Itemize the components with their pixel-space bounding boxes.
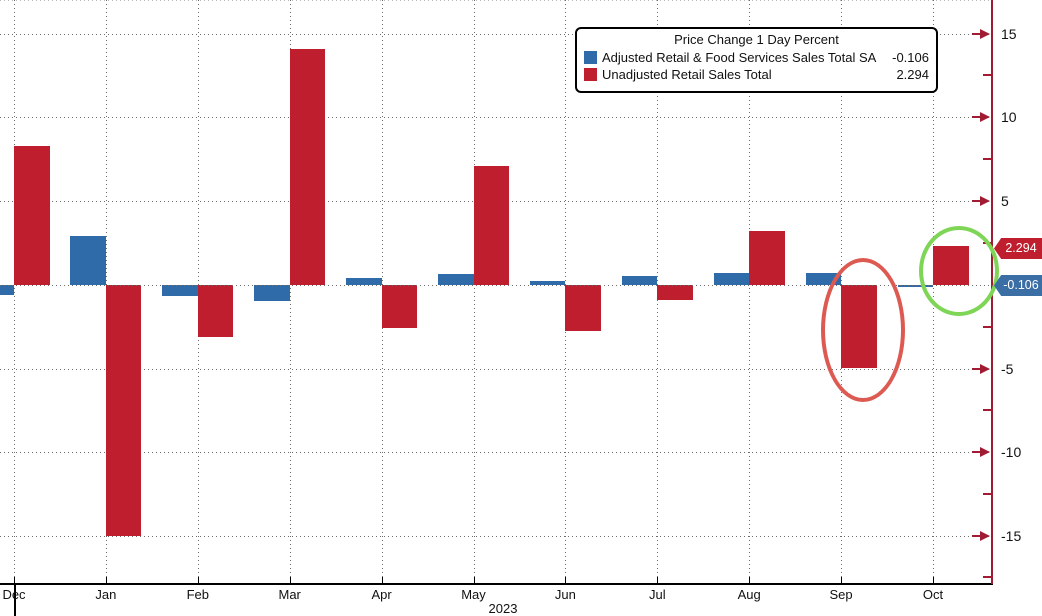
- x-tick: [14, 577, 15, 583]
- horizontal-gridline: [0, 368, 991, 370]
- x-tick-label: Sep: [829, 587, 853, 602]
- x-tick-label: Jan: [95, 587, 117, 602]
- legend-item-unadjusted: Unadjusted Retail Sales Total 2.294: [584, 66, 929, 83]
- y-tick-arrow: [980, 447, 990, 458]
- bar-dec-adjusted: [0, 284, 14, 295]
- y-minor-tick: [983, 74, 991, 77]
- zero-gridline: [0, 284, 991, 286]
- bar-apr-adjusted: [346, 278, 382, 285]
- legend-series-name: Unadjusted Retail Sales Total: [602, 67, 772, 82]
- y-tick-arrow: [980, 112, 990, 123]
- horizontal-gridline: [0, 452, 991, 454]
- bar-jun-unadjusted: [565, 284, 601, 331]
- y-tick-label: -15: [1001, 528, 1022, 544]
- y-tick-dash: [972, 451, 980, 454]
- red-circle-annotation: [821, 258, 905, 402]
- bar-mar-adjusted: [254, 284, 290, 301]
- y-tick-arrow: [980, 28, 990, 39]
- x-axis: [0, 583, 993, 585]
- vertical-gridline: [14, 0, 15, 584]
- horizontal-gridline: [0, 33, 991, 35]
- bar-sep-adjusted: [805, 273, 842, 285]
- x-tick: [289, 577, 291, 583]
- x-tick-label: Mar: [278, 587, 301, 602]
- bar-jan-unadjusted: [105, 284, 142, 536]
- y-tick-dash: [972, 535, 980, 537]
- legend-box: Price Change 1 Day Percent Adjusted Reta…: [575, 27, 938, 93]
- vertical-gridline: [289, 0, 291, 584]
- legend-swatch-blue: [584, 51, 597, 64]
- legend-title: Price Change 1 Day Percent: [674, 32, 839, 47]
- bar-jul-unadjusted: [657, 284, 693, 300]
- top-edge-gridline: [0, 0, 991, 1]
- x-tick: [381, 577, 383, 583]
- year-boundary-tick: [14, 584, 16, 616]
- bar-may-unadjusted: [473, 165, 509, 285]
- x-tick: [105, 577, 107, 583]
- y-tick-dash: [972, 367, 980, 370]
- bar-apr-unadjusted: [381, 284, 418, 329]
- bar-aug-adjusted: [713, 273, 750, 285]
- x-tick-label: Jun: [554, 587, 576, 602]
- y-tick-arrow: [980, 196, 990, 206]
- y-tick-arrow: [980, 531, 990, 541]
- bar-jun-adjusted: [529, 281, 566, 285]
- legend-swatch-red: [584, 68, 597, 81]
- x-tick-label: Apr: [371, 587, 392, 602]
- bar-jul-adjusted: [621, 275, 658, 285]
- y-tick-dash: [972, 200, 980, 202]
- y-tick-label: 5: [1001, 193, 1009, 209]
- x-tick-label: Feb: [186, 587, 209, 602]
- bar-aug-unadjusted: [749, 231, 785, 285]
- legend-item-adjusted: Adjusted Retail & Food Services Sales To…: [584, 49, 929, 66]
- bar-feb-unadjusted: [197, 284, 234, 337]
- bar-may-adjusted: [438, 273, 474, 285]
- x-tick-label: Jul: [648, 587, 666, 602]
- x-tick: [657, 577, 659, 583]
- legend-series-name: Adjusted Retail & Food Services Sales To…: [602, 50, 877, 65]
- legend-series-value: -0.106: [892, 50, 929, 65]
- y-tick-label: -10: [1001, 444, 1022, 461]
- green-circle-annotation: [919, 226, 999, 316]
- vertical-gridline: [749, 0, 751, 584]
- x-tick-label: May: [461, 587, 486, 602]
- bar-feb-adjusted: [162, 284, 198, 297]
- y-tick-arrow: [980, 363, 990, 374]
- year-label: 2023: [488, 601, 518, 616]
- x-tick-label: Oct: [922, 587, 944, 602]
- x-tick: [473, 577, 475, 583]
- y-minor-tick: [983, 158, 991, 161]
- x-tick: [841, 577, 843, 583]
- x-tick-label: Dec: [2, 587, 26, 602]
- last-value-badge-adjusted: -0.106: [994, 275, 1042, 296]
- x-tick: [933, 577, 934, 583]
- y-minor-tick: [983, 325, 991, 328]
- vertical-gridline: [473, 0, 475, 584]
- bar-dec-unadjusted: [14, 145, 50, 285]
- y-tick-dash: [972, 116, 980, 119]
- last-value-badge-unadjusted: 2.294: [994, 238, 1042, 259]
- bar-oct-adjusted: [897, 284, 933, 287]
- y-minor-tick: [983, 493, 991, 496]
- x-tick: [197, 577, 199, 583]
- y-minor-tick: [983, 409, 991, 412]
- x-tick-label: Aug: [737, 587, 761, 602]
- legend-series-value: 2.294: [896, 67, 929, 82]
- y-tick-label: 15: [1001, 25, 1017, 42]
- x-tick: [565, 577, 567, 583]
- y-tick-label: -5: [1001, 360, 1014, 377]
- bar-mar-unadjusted: [289, 48, 326, 285]
- y-minor-tick: [983, 576, 991, 578]
- bar-jan-adjusted: [70, 236, 106, 285]
- x-tick: [749, 577, 751, 583]
- y-tick-dash: [972, 32, 980, 35]
- horizontal-gridline: [0, 117, 991, 119]
- y-tick-label: 10: [1001, 109, 1017, 126]
- horizontal-gridline: [0, 536, 991, 537]
